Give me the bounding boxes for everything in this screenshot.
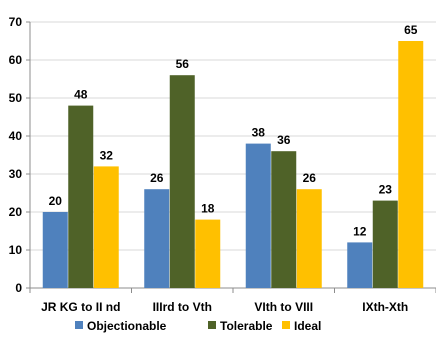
x-tick-label-ixth-xth: IXth-Xth	[362, 300, 408, 314]
bar-objectionable-jr-kg-to-ii-nd	[42, 212, 68, 288]
x-tick-label-iiird-to-vth: IIIrd to Vth	[153, 300, 212, 314]
bar-tolerable-iiird-to-vth	[169, 75, 195, 288]
legend: Objectionable Tolerable Ideal	[75, 319, 321, 333]
data-label-tolerable-ixth-xth: 23	[379, 183, 393, 197]
data-label-ideal-vith-to-viii: 26	[303, 171, 317, 185]
data-label-ideal-iiird-to-vth: 18	[201, 202, 215, 216]
data-label-objectionable-vith-to-viii: 38	[252, 126, 266, 140]
y-tick-label-40: 40	[9, 129, 23, 143]
bar-tolerable-vith-to-viii	[271, 151, 297, 288]
data-label-tolerable-iiird-to-vth: 56	[176, 57, 190, 71]
bar-objectionable-iiird-to-vth	[144, 189, 170, 288]
y-tick-label-50: 50	[9, 91, 23, 105]
data-label-tolerable-vith-to-viii: 36	[277, 133, 291, 147]
data-label-tolerable-jr-kg-to-ii-nd: 48	[74, 88, 88, 102]
bar-objectionable-vith-to-viii	[245, 143, 271, 288]
y-tick-label-10: 10	[9, 243, 23, 257]
bar-tolerable-ixth-xth	[372, 200, 398, 288]
y-tick-label-30: 30	[9, 167, 23, 181]
legend-label-objectionable: Objectionable	[87, 319, 167, 333]
y-tick-label-20: 20	[9, 205, 23, 219]
legend-swatch-ideal	[282, 321, 290, 329]
bar-ideal-ixth-xth	[398, 41, 424, 288]
data-label-ideal-ixth-xth: 65	[404, 23, 418, 37]
y-tick-label-60: 60	[9, 53, 23, 67]
legend-swatch-tolerable	[208, 321, 216, 329]
data-labels: 20 48 32 26 56 18 38 36 26 12 23 65	[49, 23, 418, 238]
bars	[42, 41, 424, 288]
bar-tolerable-jr-kg-to-ii-nd	[68, 105, 94, 288]
data-label-objectionable-iiird-to-vth: 26	[150, 171, 164, 185]
y-tick-label-0: 0	[15, 281, 22, 295]
data-label-objectionable-jr-kg-to-ii-nd: 20	[49, 194, 63, 208]
x-tick-label-jr-kg-to-ii-nd: JR KG to II nd	[41, 300, 120, 314]
bar-ideal-vith-to-viii	[296, 189, 322, 288]
legend-label-ideal: Ideal	[294, 319, 321, 333]
bar-ideal-iiird-to-vth	[195, 219, 221, 288]
bar-ideal-jr-kg-to-ii-nd	[93, 166, 119, 288]
y-tick-label-70: 70	[9, 15, 23, 29]
data-label-objectionable-ixth-xth: 12	[353, 224, 367, 238]
legend-label-tolerable: Tolerable	[220, 319, 273, 333]
data-label-ideal-jr-kg-to-ii-nd: 32	[100, 148, 114, 162]
bar-objectionable-ixth-xth	[347, 242, 373, 288]
legend-swatch-objectionable	[75, 321, 83, 329]
x-tick-label-vith-to-viii: VIth to VIII	[254, 300, 313, 314]
